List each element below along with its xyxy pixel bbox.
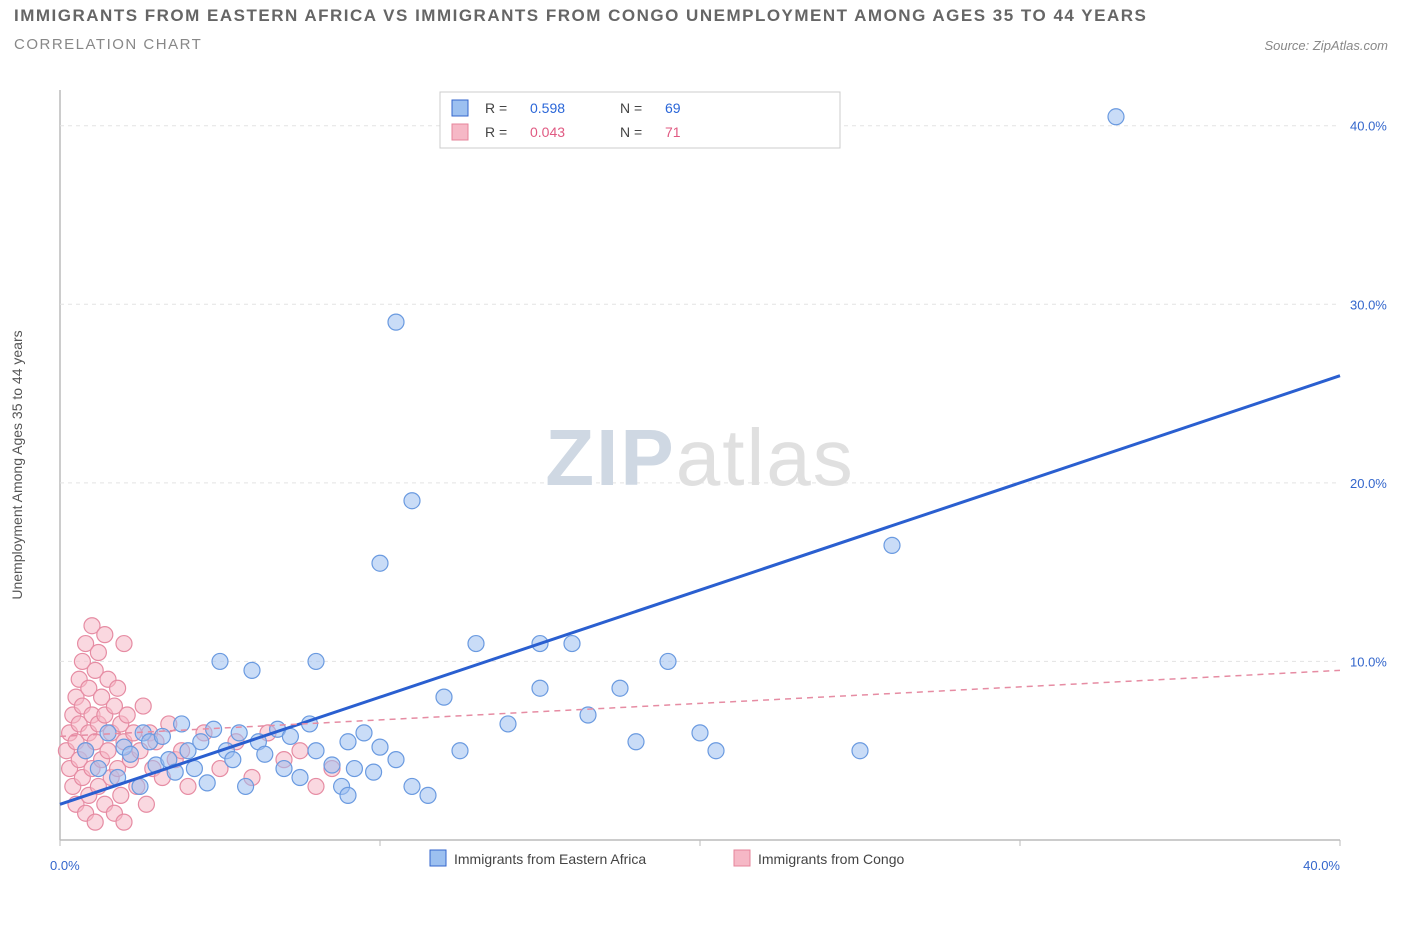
source-attribution: Source: ZipAtlas.com <box>1264 38 1388 53</box>
svg-text:R =: R = <box>485 100 507 116</box>
svg-text:Unemployment Among Ages 35 to: Unemployment Among Ages 35 to 44 years <box>9 330 25 599</box>
svg-text:40.0%: 40.0% <box>1350 119 1387 134</box>
svg-text:Immigrants from Eastern Africa: Immigrants from Eastern Africa <box>454 851 646 867</box>
svg-text:0.0%: 0.0% <box>50 858 80 873</box>
svg-text:ZIPatlas: ZIPatlas <box>545 413 854 502</box>
svg-text:N =: N = <box>620 124 642 140</box>
svg-text:10.0%: 10.0% <box>1350 654 1387 669</box>
chart-container: 10.0% 20.0% 30.0% 40.0% 0.0% 40.0% ZIPatlas Une… <box>0 80 1406 930</box>
svg-text:40.0%: 40.0% <box>1303 858 1340 873</box>
svg-text:0.598: 0.598 <box>530 100 565 116</box>
svg-text:71: 71 <box>665 124 681 140</box>
svg-text:R =: R = <box>485 124 507 140</box>
chart-subtitle: CORRELATION CHART <box>14 36 1392 53</box>
svg-text:N =: N = <box>620 100 642 116</box>
correlation-scatter-chart: 10.0% 20.0% 30.0% 40.0% 0.0% 40.0% ZIPatlas Une… <box>0 80 1406 930</box>
svg-text:0.043: 0.043 <box>530 124 565 140</box>
svg-text:20.0%: 20.0% <box>1350 476 1387 491</box>
chart-title: IMMIGRANTS FROM EASTERN AFRICA VS IMMIGR… <box>14 6 1392 26</box>
svg-text:30.0%: 30.0% <box>1350 297 1387 312</box>
svg-text:Immigrants from Congo: Immigrants from Congo <box>758 851 904 867</box>
svg-text:69: 69 <box>665 100 681 116</box>
